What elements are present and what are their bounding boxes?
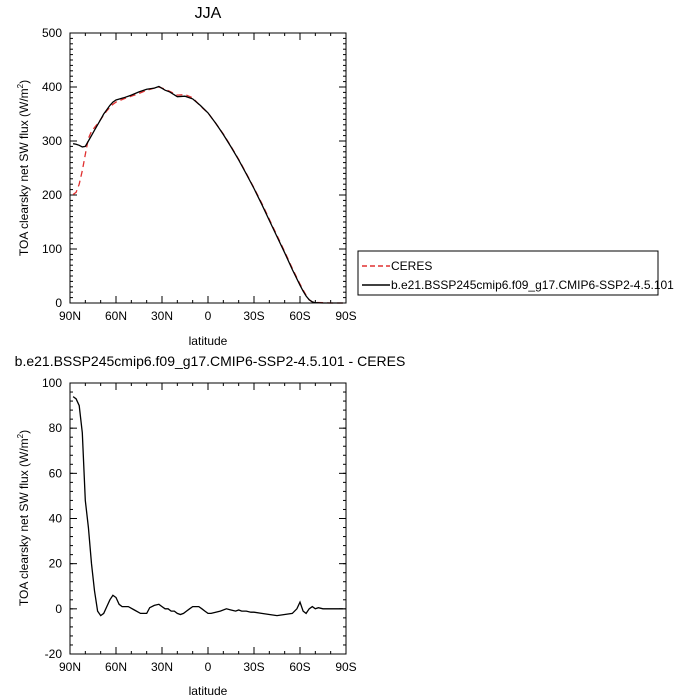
legend-label-model: b.e21.BSSP245cmip6.f09_g17.CMIP6-SSP2-4.… [391, 278, 674, 292]
top-y-tick-label: 100 [42, 242, 62, 256]
top-chart-frame [69, 32, 347, 304]
top-x-tick-label: 90S [335, 309, 356, 323]
top-y-tick-label: 200 [42, 188, 62, 202]
top-series-line-1 [72, 85, 343, 304]
top-chart-tick-labels: 90N 60N 30N 0 30S 60S 90S 0 100 200 300 400 500 [42, 26, 357, 323]
top-chart-legend: CERES b.e21.BSSP245cmip6.f09_g17.CMIP6-S… [357, 250, 674, 296]
bottom-ylabel-close: ) [17, 430, 31, 434]
bottom-chart-title: b.e21.BSSP245cmip6.f09_g17.CMIP6-SSP2-4.… [15, 353, 406, 369]
bottom-chart-frame [69, 382, 347, 655]
bottom-ylabel-sup: 2 [16, 433, 25, 438]
top-y-tick-label: 0 [55, 296, 62, 310]
legend-label-ceres: CERES [391, 259, 432, 273]
top-chart-ticks [69, 32, 347, 304]
bottom-x-tick-label: 0 [205, 660, 212, 674]
top-ylabel-close: ) [17, 80, 31, 84]
top-chart-xlabel: latitude [189, 334, 228, 348]
legend-box [357, 250, 659, 296]
bottom-x-tick-label: 60N [105, 660, 127, 674]
bottom-x-tick-label: 30N [151, 660, 173, 674]
bottom-y-tick-label: 100 [42, 376, 62, 390]
bottom-ylabel-main: TOA clearsky net SW flux (W/m [17, 438, 31, 606]
top-series-line-0 [72, 86, 343, 304]
top-x-tick-label: 0 [205, 309, 212, 323]
top-x-tick-label: 60N [105, 309, 127, 323]
bottom-chart-panel: b.e21.BSSP245cmip6.f09_g17.CMIP6-SSP2-4.… [15, 353, 406, 698]
bottom-x-tick-label: 60S [289, 660, 310, 674]
top-x-tick-label: 30N [151, 309, 173, 323]
bottom-chart-xlabel: latitude [189, 684, 228, 698]
bottom-y-tick-label: 40 [49, 512, 63, 526]
bottom-chart-series [72, 396, 343, 617]
top-chart-ylabel: TOA clearsky net SW flux (W/m2) [16, 80, 31, 256]
top-chart-panel: JJA 90N 60N 30N 0 30S 60S 90S0100200300400500 … [16, 5, 357, 348]
top-x-tick-label: 60S [289, 309, 310, 323]
top-ylabel-main: TOA clearsky net SW flux (W/m [17, 88, 31, 256]
top-y-tick-label: 500 [42, 26, 62, 40]
bottom-y-tick-label: 80 [49, 421, 63, 435]
bottom-y-tick-label: -20 [45, 647, 63, 661]
bottom-y-tick-label: 0 [55, 602, 62, 616]
top-ylabel-sup: 2 [16, 83, 25, 88]
top-chart-series [72, 85, 343, 304]
bottom-x-tick-label: 90N [59, 660, 81, 674]
bottom-chart-ylabel: TOA clearsky net SW flux (W/m2) [16, 430, 31, 606]
bottom-chart-tick-labels: 90N 60N 30N 0 30S 60S 90S -20 0 20 40 60 80 100 [42, 376, 357, 674]
bottom-x-tick-label: 30S [243, 660, 264, 674]
bottom-y-tick-label: 60 [49, 466, 63, 480]
bottom-x-tick-label: 90S [335, 660, 356, 674]
top-x-tick-label: 90N [59, 309, 81, 323]
bottom-y-tick-label: 20 [49, 557, 63, 571]
top-chart-title: JJA [195, 5, 222, 22]
top-x-tick-label: 30S [243, 309, 264, 323]
bottom-series-line-0 [72, 396, 343, 617]
top-y-tick-label: 300 [42, 134, 62, 148]
top-y-tick-label: 400 [42, 80, 62, 94]
